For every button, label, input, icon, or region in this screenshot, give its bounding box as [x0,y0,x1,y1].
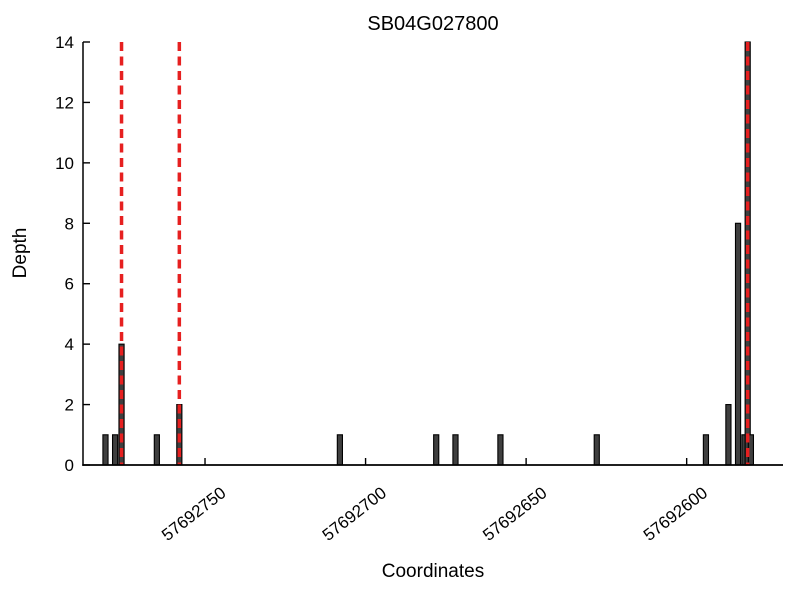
x-axis-ticks: 57692750 57692700 57692650 57692600 [158,458,711,545]
x-tick-label: 57692750 [158,483,229,545]
y-tick-label: 8 [65,214,74,233]
depth-bar [593,434,600,466]
y-tick-label: 12 [55,93,74,112]
x-tick-label: 57692650 [479,483,550,545]
depth-bar [497,434,504,466]
x-axis-label: Coordinates [382,561,484,582]
depth-bar [102,434,109,466]
depth-bar [734,222,742,466]
y-tick-label: 6 [65,275,74,294]
y-tick-label: 2 [65,396,74,415]
y-tick-label: 4 [65,335,74,354]
depth-bar [111,434,119,466]
depth-bar [702,434,710,466]
x-tick-label: 57692700 [319,483,390,545]
depth-bar [336,434,343,466]
depth-bar [452,434,459,466]
depth-bar [153,434,160,466]
y-tick-label: 10 [55,154,74,173]
x-tick-label: 57692600 [640,483,711,545]
chart-title: SB04G027800 [367,13,498,35]
depth-bar [725,404,732,466]
threshold-lines-group [119,42,750,465]
y-tick-label: 0 [65,456,74,475]
y-axis-label: Depth [10,228,31,279]
depth-bar [433,434,440,466]
bars-group [102,41,755,466]
y-axis-ticks: 0 2 4 6 8 10 12 14 [55,33,90,475]
y-tick-label: 14 [55,33,74,52]
